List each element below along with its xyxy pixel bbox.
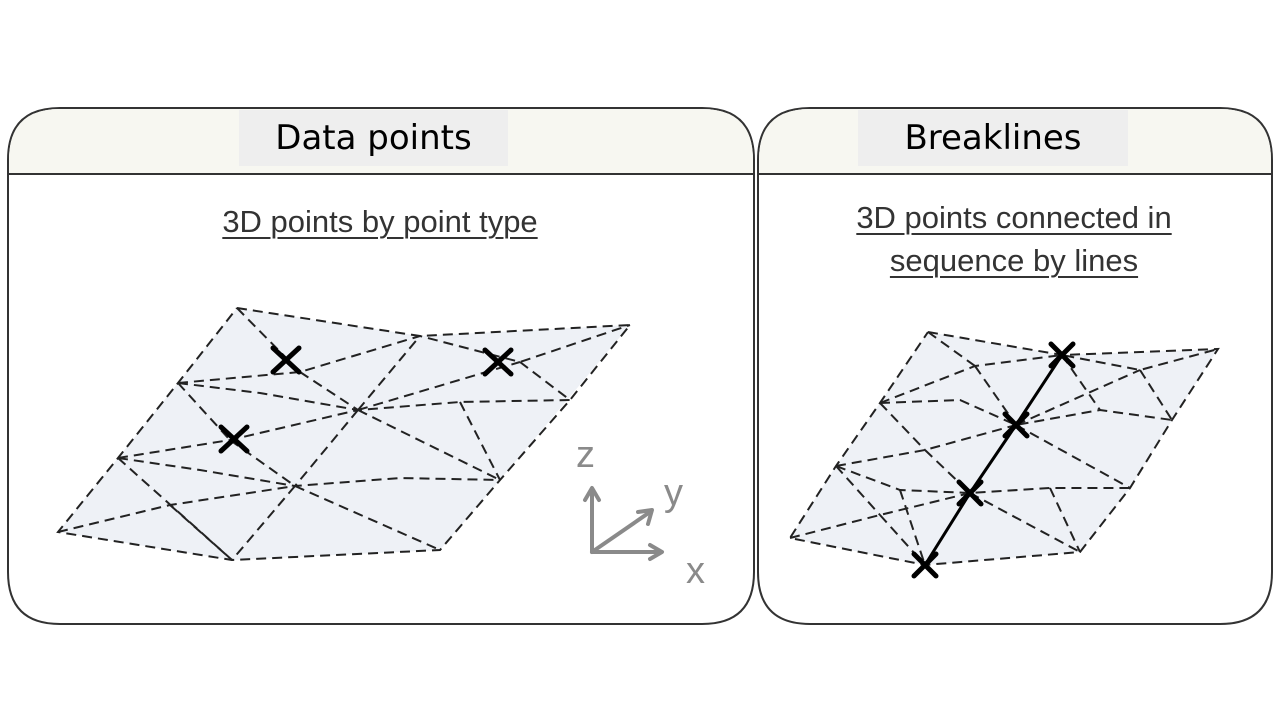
left-x-markers	[218, 345, 514, 454]
right-mesh-fill	[790, 332, 1218, 565]
breakline-point-marker	[956, 479, 984, 507]
x-axis-label: x	[686, 550, 705, 592]
y-axis-label: y	[664, 472, 683, 514]
breakline-point-marker	[911, 551, 939, 579]
breakline-point-marker	[1048, 341, 1076, 369]
y-axis-arrow-icon	[636, 508, 654, 526]
data-point-marker	[218, 424, 250, 454]
right-x-markers	[911, 341, 1076, 579]
breaklines-title: Breaklines	[858, 110, 1128, 166]
data-points-title: Data points	[239, 110, 508, 166]
breakline-point-marker	[1002, 411, 1030, 439]
x-axis-arrow-icon	[648, 543, 664, 561]
z-axis-arrow-icon	[583, 486, 601, 502]
breakline	[923, 354, 1064, 566]
right-mesh-edges	[788, 331, 1220, 567]
breaklines-caption: 3D points connected in sequence by lines	[784, 196, 1244, 282]
y-axis-line	[590, 510, 652, 554]
data-point-marker	[270, 345, 302, 375]
data-points-caption-text: 3D points by point type	[222, 204, 538, 239]
data-point-marker	[482, 347, 514, 377]
breaklines-caption-line2: sequence by lines	[889, 243, 1139, 278]
z-axis-label: z	[576, 434, 595, 476]
data-points-caption: 3D points by point type	[150, 200, 610, 243]
breaklines-caption-line1: 3D points connected in	[856, 200, 1172, 235]
left-mesh-edges	[56, 307, 633, 562]
